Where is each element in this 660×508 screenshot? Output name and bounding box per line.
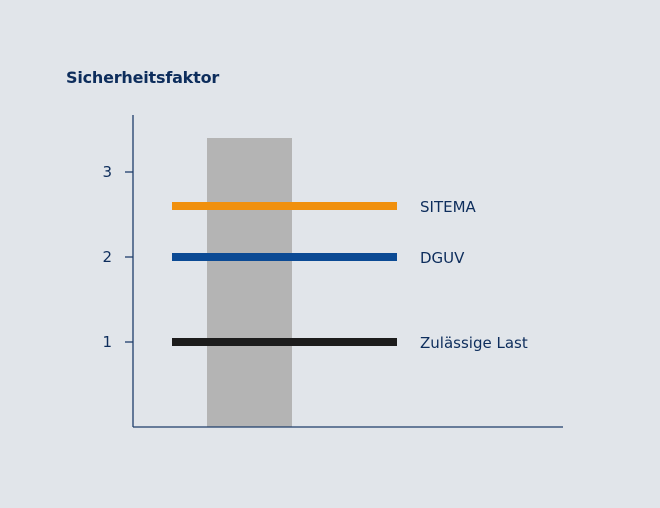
chart-title: Sicherheitsfaktor xyxy=(66,68,220,87)
y-tick-label-3: 3 xyxy=(102,163,112,181)
reference-line-label-sitema: SITEMA xyxy=(420,198,477,216)
y-tick-label-1: 1 xyxy=(102,333,112,351)
safety-factor-bar xyxy=(207,138,292,427)
y-tick-label-2: 2 xyxy=(102,248,112,266)
reference-line-label-dguv: DGUV xyxy=(420,249,465,267)
reference-line-label-zul-ssige-last: Zulässige Last xyxy=(420,334,528,352)
